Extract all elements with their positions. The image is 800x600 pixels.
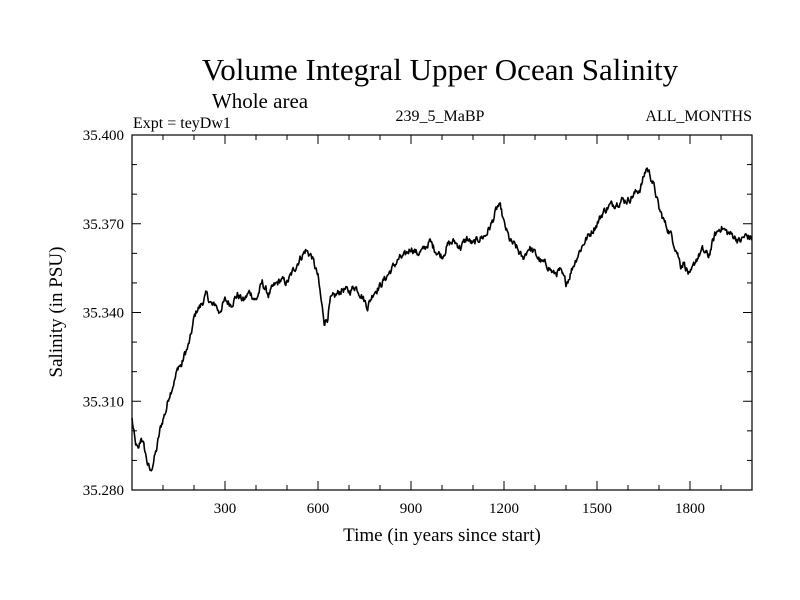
x-tick-label: 600 <box>307 501 330 517</box>
y-axis-label: Salinity (in PSU) <box>46 247 67 378</box>
x-tick-label: 1800 <box>675 501 705 517</box>
salinity-series-line <box>131 167 753 472</box>
x-tick-label: 1500 <box>582 501 612 517</box>
x-axis-ticks: 300 600 900 1200 1500 1800 <box>162 135 722 517</box>
x-tick-label: 900 <box>400 501 423 517</box>
x-tick-label: 300 <box>214 501 237 517</box>
y-tick-label: 35.340 <box>83 306 124 322</box>
experiment-label: Expt = teyDw1 <box>133 115 231 132</box>
chart-subtitle: Whole area <box>212 89 309 113</box>
months-label: ALL_MONTHS <box>645 108 752 125</box>
y-tick-label: 35.400 <box>83 128 124 144</box>
y-tick-label: 35.280 <box>83 483 124 499</box>
run-label: 239_5_MaBP <box>396 108 485 125</box>
y-tick-label: 35.370 <box>83 217 124 233</box>
chart-title: Volume Integral Upper Ocean Salinity <box>202 52 679 87</box>
x-tick-label: 1200 <box>489 501 519 517</box>
x-axis-label: Time (in years since start) <box>343 525 541 546</box>
y-tick-label: 35.310 <box>83 394 124 410</box>
y-axis-ticks: 35.280 35.310 35.340 35.370 35.400 <box>83 128 752 499</box>
